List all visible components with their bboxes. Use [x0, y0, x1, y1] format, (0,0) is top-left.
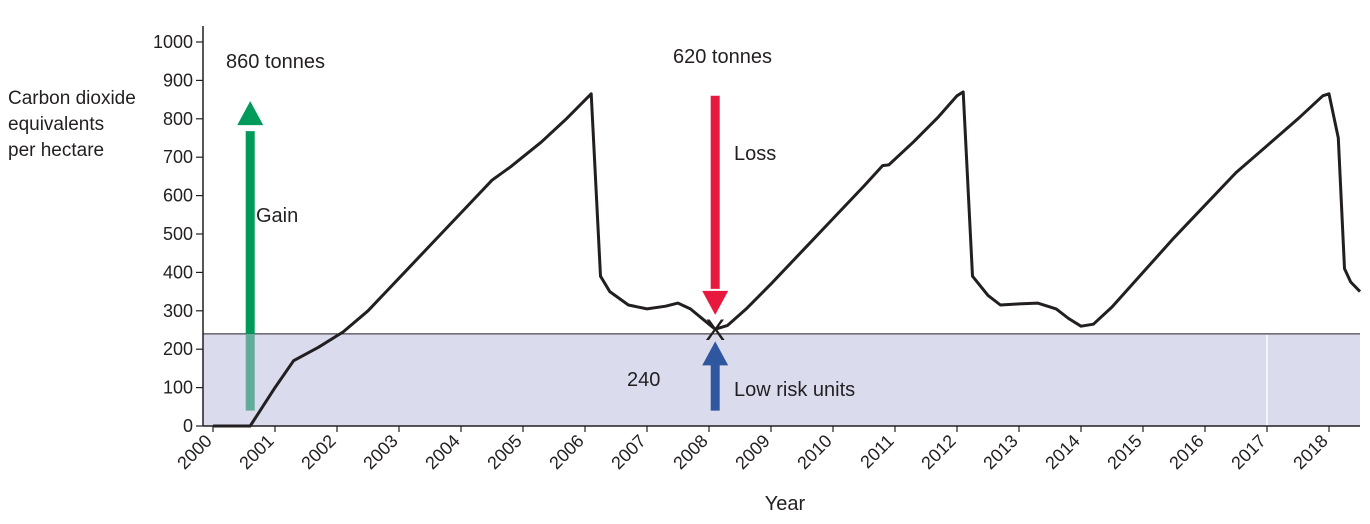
x-tick-label: 2003 — [359, 431, 401, 473]
series-line — [213, 90, 1362, 428]
x-tick-label: 2010 — [793, 431, 835, 473]
gain-label: Gain — [256, 205, 298, 227]
band-value-label: 240 — [627, 369, 660, 391]
y-tick-label: 500 — [163, 224, 193, 244]
y-axis-label-line-2: equivalents — [8, 114, 105, 135]
x-tick-label: 2016 — [1165, 431, 1207, 473]
loss-amount-label: 620 tonnes — [673, 46, 772, 68]
y-axis-label-line-1: Carbon dioxide — [8, 88, 136, 109]
x-tick-label: 2001 — [235, 431, 277, 473]
x-marker: X — [705, 314, 725, 347]
y-tick-label: 800 — [163, 109, 193, 129]
low-risk-arrow-head — [702, 341, 729, 366]
y-tick-label: 700 — [163, 147, 193, 167]
axes — [202, 26, 1360, 427]
x-tick-label: 2008 — [669, 431, 711, 473]
low-risk-label: Low risk units — [734, 379, 855, 401]
loss-label: Loss — [734, 143, 776, 165]
x-marker-glyph: X — [705, 314, 725, 347]
gain-arrow-head — [237, 101, 264, 126]
x-ticks: 2000 2001 2002 2003 2004 2005 2006 2007 2008 2009… — [173, 426, 1332, 473]
y-axis-label: Carbon dioxide equivalents per hectare — [8, 86, 136, 164]
low-risk-band — [203, 333, 1360, 426]
y-tick-label: 200 — [163, 339, 193, 359]
x-tick-label: 2002 — [297, 431, 339, 473]
y-ticks: 0 100 200 300 400 500 600 700 800 900 1000 — [153, 32, 203, 436]
loss-arrow-head — [702, 290, 729, 315]
x-tick-label: 2006 — [545, 431, 587, 473]
x-tick-label: 2012 — [917, 431, 959, 473]
x-tick-label: 2014 — [1041, 431, 1083, 473]
y-tick-label: 400 — [163, 262, 193, 282]
x-tick-label: 2015 — [1103, 431, 1145, 473]
arrows — [237, 95, 729, 411]
x-tick-label: 2018 — [1289, 431, 1331, 473]
x-tick-label: 2007 — [607, 431, 649, 473]
x-tick-label: 2017 — [1227, 431, 1269, 473]
y-tick-label: 0 — [183, 416, 193, 436]
x-tick-label: 2004 — [421, 431, 463, 473]
x-tick-label: 2011 — [856, 431, 898, 473]
x-axis-label: Year — [765, 493, 806, 515]
y-tick-label: 1000 — [153, 32, 193, 52]
x-tick-label: 2000 — [173, 431, 215, 473]
x-tick-label: 2013 — [979, 431, 1021, 473]
y-tick-label: 100 — [163, 378, 193, 398]
y-tick-label: 300 — [163, 301, 193, 321]
y-tick-label: 600 — [163, 186, 193, 206]
y-axis-label-line-3: per hectare — [8, 140, 105, 161]
annotation-labels: 860 tonnes Gain 620 tonnes Loss 240 Low … — [226, 46, 855, 401]
gain-amount-label: 860 tonnes — [226, 51, 325, 73]
x-tick-label: 2009 — [731, 431, 773, 473]
x-tick-label: 2005 — [483, 431, 525, 473]
y-tick-label: 900 — [163, 70, 193, 90]
